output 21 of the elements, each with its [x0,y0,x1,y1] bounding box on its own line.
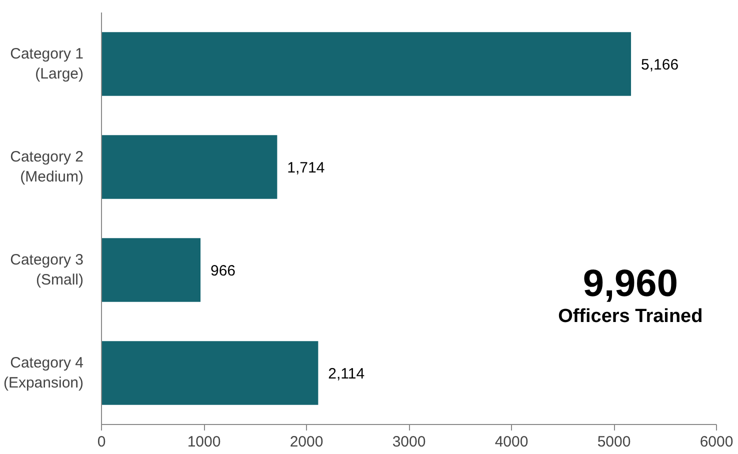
x-tick-label: 1000 [187,434,221,450]
y-tick-label: Category 2 (Medium) [10,148,84,186]
bar [102,238,201,302]
data-label: 1,714 [287,160,325,176]
data-label: 2,114 [328,366,365,382]
bar [102,341,318,405]
bar [102,135,278,199]
bar [102,32,632,96]
x-tick-label: 0 [97,434,106,450]
annotation: 9,960 [582,262,678,305]
x-tick-label: 6000 [700,434,734,450]
y-tick-label: Category 3 (Small) [10,251,84,289]
annotation: Officers Trained [558,306,703,328]
x-tick-label: 4000 [494,434,528,450]
y-tick-label: Category 1 (Large) [10,45,84,83]
x-tick-label: 3000 [392,434,426,450]
data-label: 966 [210,262,236,280]
data-label: 5,166 [641,56,679,74]
y-tick-label: Category 4 (Expansion) [3,354,84,392]
x-tick-label: 5000 [597,434,631,450]
x-tick-label: 2000 [290,434,324,450]
